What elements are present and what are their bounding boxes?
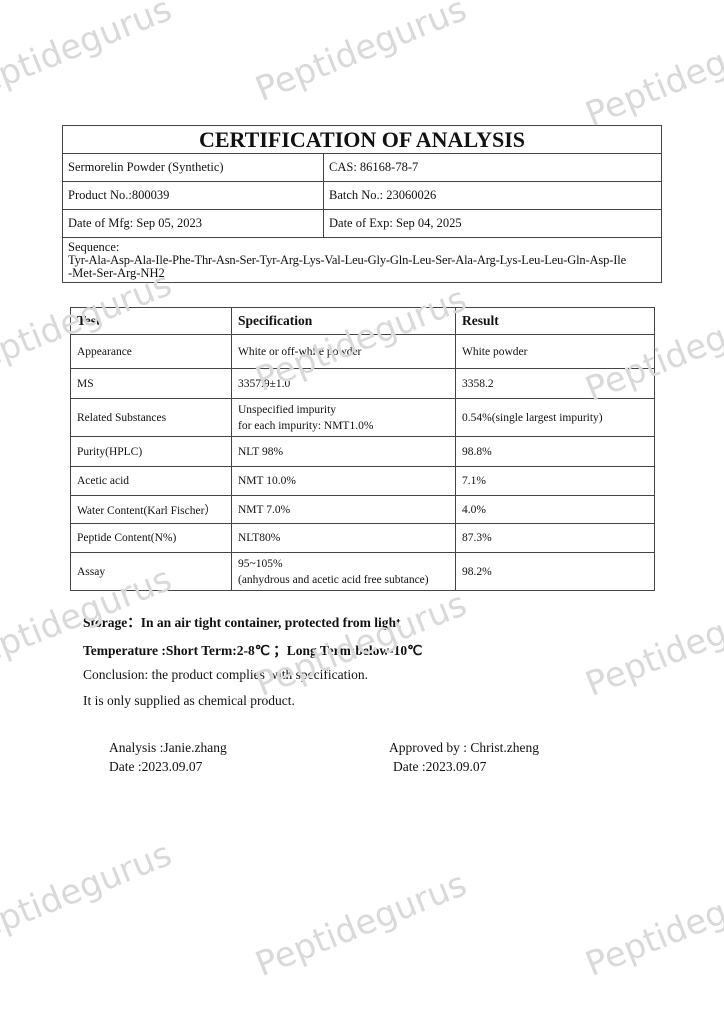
- test-results-table: Test Specification Result Appearance Whi…: [70, 307, 655, 591]
- sequence-label: Sequence:: [68, 239, 120, 254]
- test-row: Purity(HPLC) NLT 98% 98.8%: [70, 436, 655, 467]
- spec-line-2: for each impurity: NMT1.0%: [238, 419, 374, 432]
- watermark: Peptidegurus: [250, 0, 473, 110]
- document-title: CERTIFICATION OF ANALYSIS: [62, 125, 662, 154]
- product-info-table: CERTIFICATION OF ANALYSIS Sermorelin Pow…: [62, 125, 662, 283]
- spec-line-2: (anhydrous and acetic acid free subtance…: [238, 573, 429, 586]
- cas-number: CAS: 86168-78-7: [323, 153, 662, 182]
- test-name: Assay: [70, 552, 232, 591]
- date-of-manufacture: Date of Mfg: Sep 05, 2023: [62, 209, 324, 238]
- header-specification: Specification: [231, 307, 456, 335]
- product-name: Sermorelin Powder (Synthetic): [62, 153, 324, 182]
- spec-line: NLT 98%: [238, 445, 284, 458]
- sequence-line-2: -Met-Ser-Arg-NH2: [68, 265, 165, 280]
- spec-line: NLT80%: [238, 532, 281, 544]
- header-result: Result: [455, 307, 655, 335]
- test-name: MS: [70, 368, 232, 399]
- test-row: Appearance White or off-white powder Whi…: [70, 334, 655, 369]
- spec-line: NMT 7.0%: [238, 503, 291, 516]
- test-specification: 95~105% (anhydrous and acetic acid free s…: [231, 552, 456, 591]
- spec-line: White or off-white powder: [238, 345, 362, 358]
- test-name: Purity(HPLC): [70, 436, 232, 467]
- analyst: Analysis :Janie.zhang: [109, 740, 227, 755]
- test-result: 7.1%: [455, 466, 655, 496]
- test-result: 0.54%(single largest impurity): [455, 398, 655, 437]
- test-specification: NMT 10.0%: [231, 466, 456, 496]
- spec-line: 3357.9±1.0: [238, 377, 291, 390]
- test-specification: NLT 98%: [231, 436, 456, 467]
- test-row: Related Substances Unspecified impurity f…: [70, 398, 655, 437]
- test-result: 98.2%: [455, 552, 655, 591]
- batch-number: Batch No.: 23060026: [323, 181, 662, 210]
- analysis-date: Date :2023.09.07: [109, 759, 203, 774]
- product-number: Product No.:800039: [62, 181, 324, 210]
- header-test: Test: [70, 307, 232, 335]
- watermark: Peptidegurus: [0, 834, 178, 955]
- approval-date: Date :2023.09.07: [393, 759, 487, 774]
- test-row: MS 3357.9±1.0 3358.2: [70, 368, 655, 399]
- test-specification: NLT80%: [231, 523, 456, 553]
- watermark: Peptidegurus: [580, 14, 724, 135]
- test-row: Assay 95~105% (anhydrous and acetic acid …: [70, 552, 655, 591]
- test-name: Acetic acid: [70, 466, 232, 496]
- approver: Approved by : Christ.zheng: [389, 740, 539, 755]
- watermark: Peptidegurus: [250, 864, 473, 985]
- test-name: Water Content(Karl Fischer）: [70, 495, 232, 524]
- watermark: Peptidegurus: [0, 0, 178, 110]
- spec-line: Unspecified impurity: [238, 403, 337, 416]
- test-result: 3358.2: [455, 368, 655, 399]
- watermark: Peptidegurus: [580, 584, 724, 705]
- spec-line: 95~105%: [238, 557, 283, 570]
- test-name: Appearance: [70, 334, 232, 369]
- watermark: Peptidegurus: [580, 864, 724, 985]
- test-row: Water Content(Karl Fischer） NMT 7.0% 4.0…: [70, 495, 655, 524]
- test-specification: White or off-white powder: [231, 334, 456, 369]
- test-result: White powder: [455, 334, 655, 369]
- test-row: Acetic acid NMT 10.0% 7.1%: [70, 466, 655, 496]
- test-name: Peptide Content(N%): [70, 523, 232, 553]
- test-specification: Unspecified impurity for each impurity: N…: [231, 398, 456, 437]
- temperature-note: Temperature :Short Term:2-8℃ ；Long Term:…: [83, 643, 423, 658]
- test-name: Related Substances: [70, 398, 232, 437]
- test-row: Peptide Content(N%) NLT80% 87.3%: [70, 523, 655, 553]
- sequence-cell: Sequence: Tyr-Ala-Asp-Ala-Ile-Phe-Thr-As…: [62, 237, 662, 283]
- supply-note: It is only supplied as chemical product.: [83, 693, 295, 708]
- test-result: 98.8%: [455, 436, 655, 467]
- test-specification: NMT 7.0%: [231, 495, 456, 524]
- test-result: 4.0%: [455, 495, 655, 524]
- conclusion-note: Conclusion: the product complies with sp…: [83, 667, 368, 682]
- spec-line: NMT 10.0%: [238, 475, 296, 487]
- storage-note: Storage：In an air tight container, prote…: [83, 615, 401, 630]
- sequence-line-1: Tyr-Ala-Asp-Ala-Ile-Phe-Thr-Asn-Ser-Tyr-…: [68, 252, 626, 267]
- test-result: 87.3%: [455, 523, 655, 553]
- test-specification: 3357.9±1.0: [231, 368, 456, 399]
- date-of-expiry: Date of Exp: Sep 04, 2025: [323, 209, 662, 238]
